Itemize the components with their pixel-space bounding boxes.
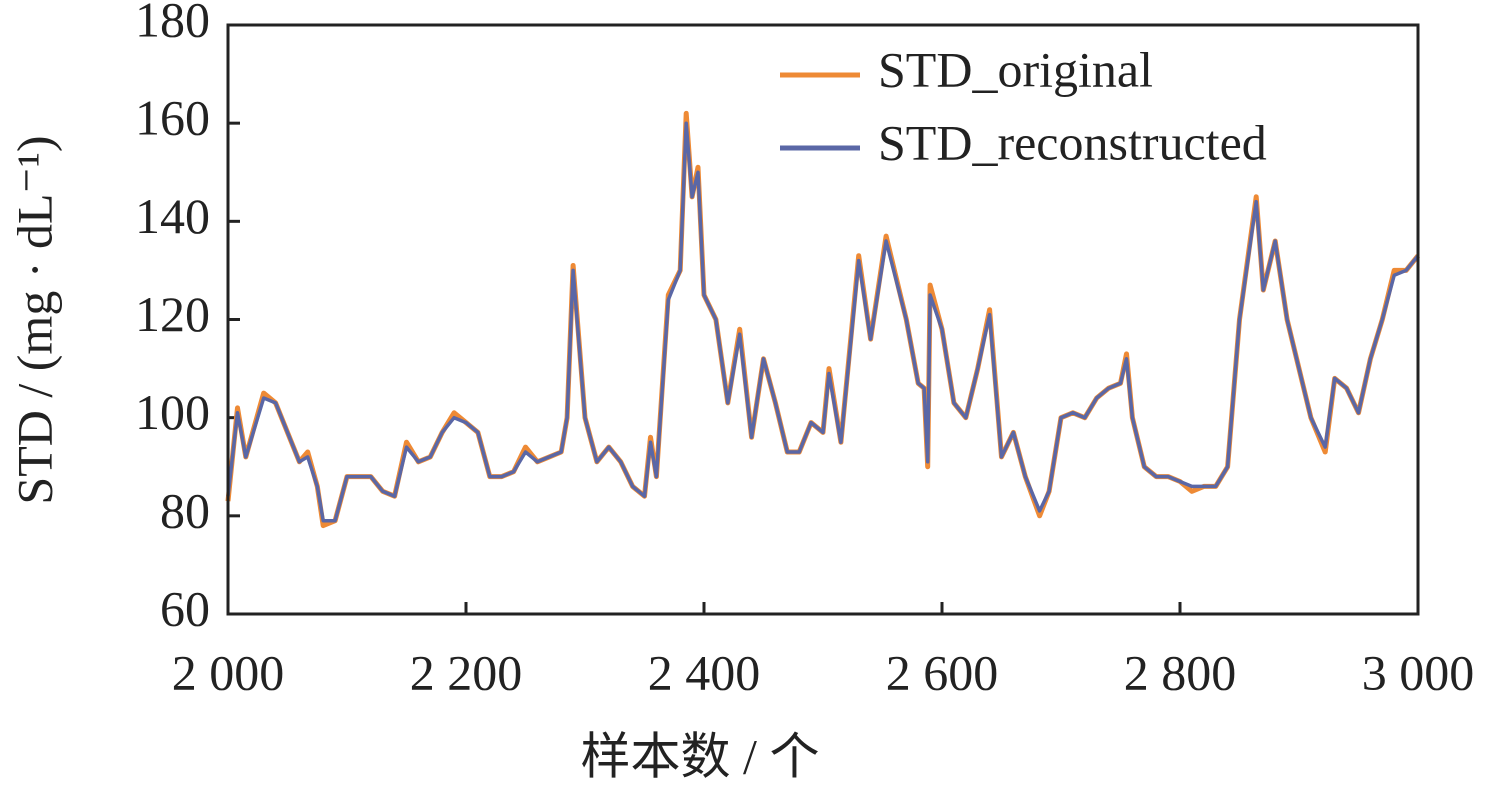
y-tick-label: 140 <box>135 188 210 244</box>
y-tick-label: 180 <box>135 0 210 47</box>
y-tick-label: 120 <box>135 286 210 342</box>
legend-label: STD_original <box>878 41 1153 97</box>
x-tick-label: 2 400 <box>648 644 761 700</box>
legend-label: STD_reconstructed <box>878 114 1267 170</box>
y-tick-label: 100 <box>135 384 210 440</box>
x-tick-label: 2 600 <box>886 644 999 700</box>
x-axis-label: 样本数 / 个 <box>581 728 820 784</box>
series-line <box>226 121 1420 523</box>
y-tick-label: 160 <box>135 90 210 146</box>
y-axis-label: STD / (mg · dL⁻¹) <box>6 135 62 504</box>
plot-frame <box>226 23 1420 616</box>
y-tick-label: 80 <box>160 482 210 538</box>
x-tick-label: 2 800 <box>1124 644 1237 700</box>
x-tick-label: 2 200 <box>410 644 523 700</box>
x-tick-label: 3 000 <box>1362 644 1475 700</box>
y-tick-label: 60 <box>160 580 210 636</box>
x-tick-label: 2 000 <box>172 644 285 700</box>
